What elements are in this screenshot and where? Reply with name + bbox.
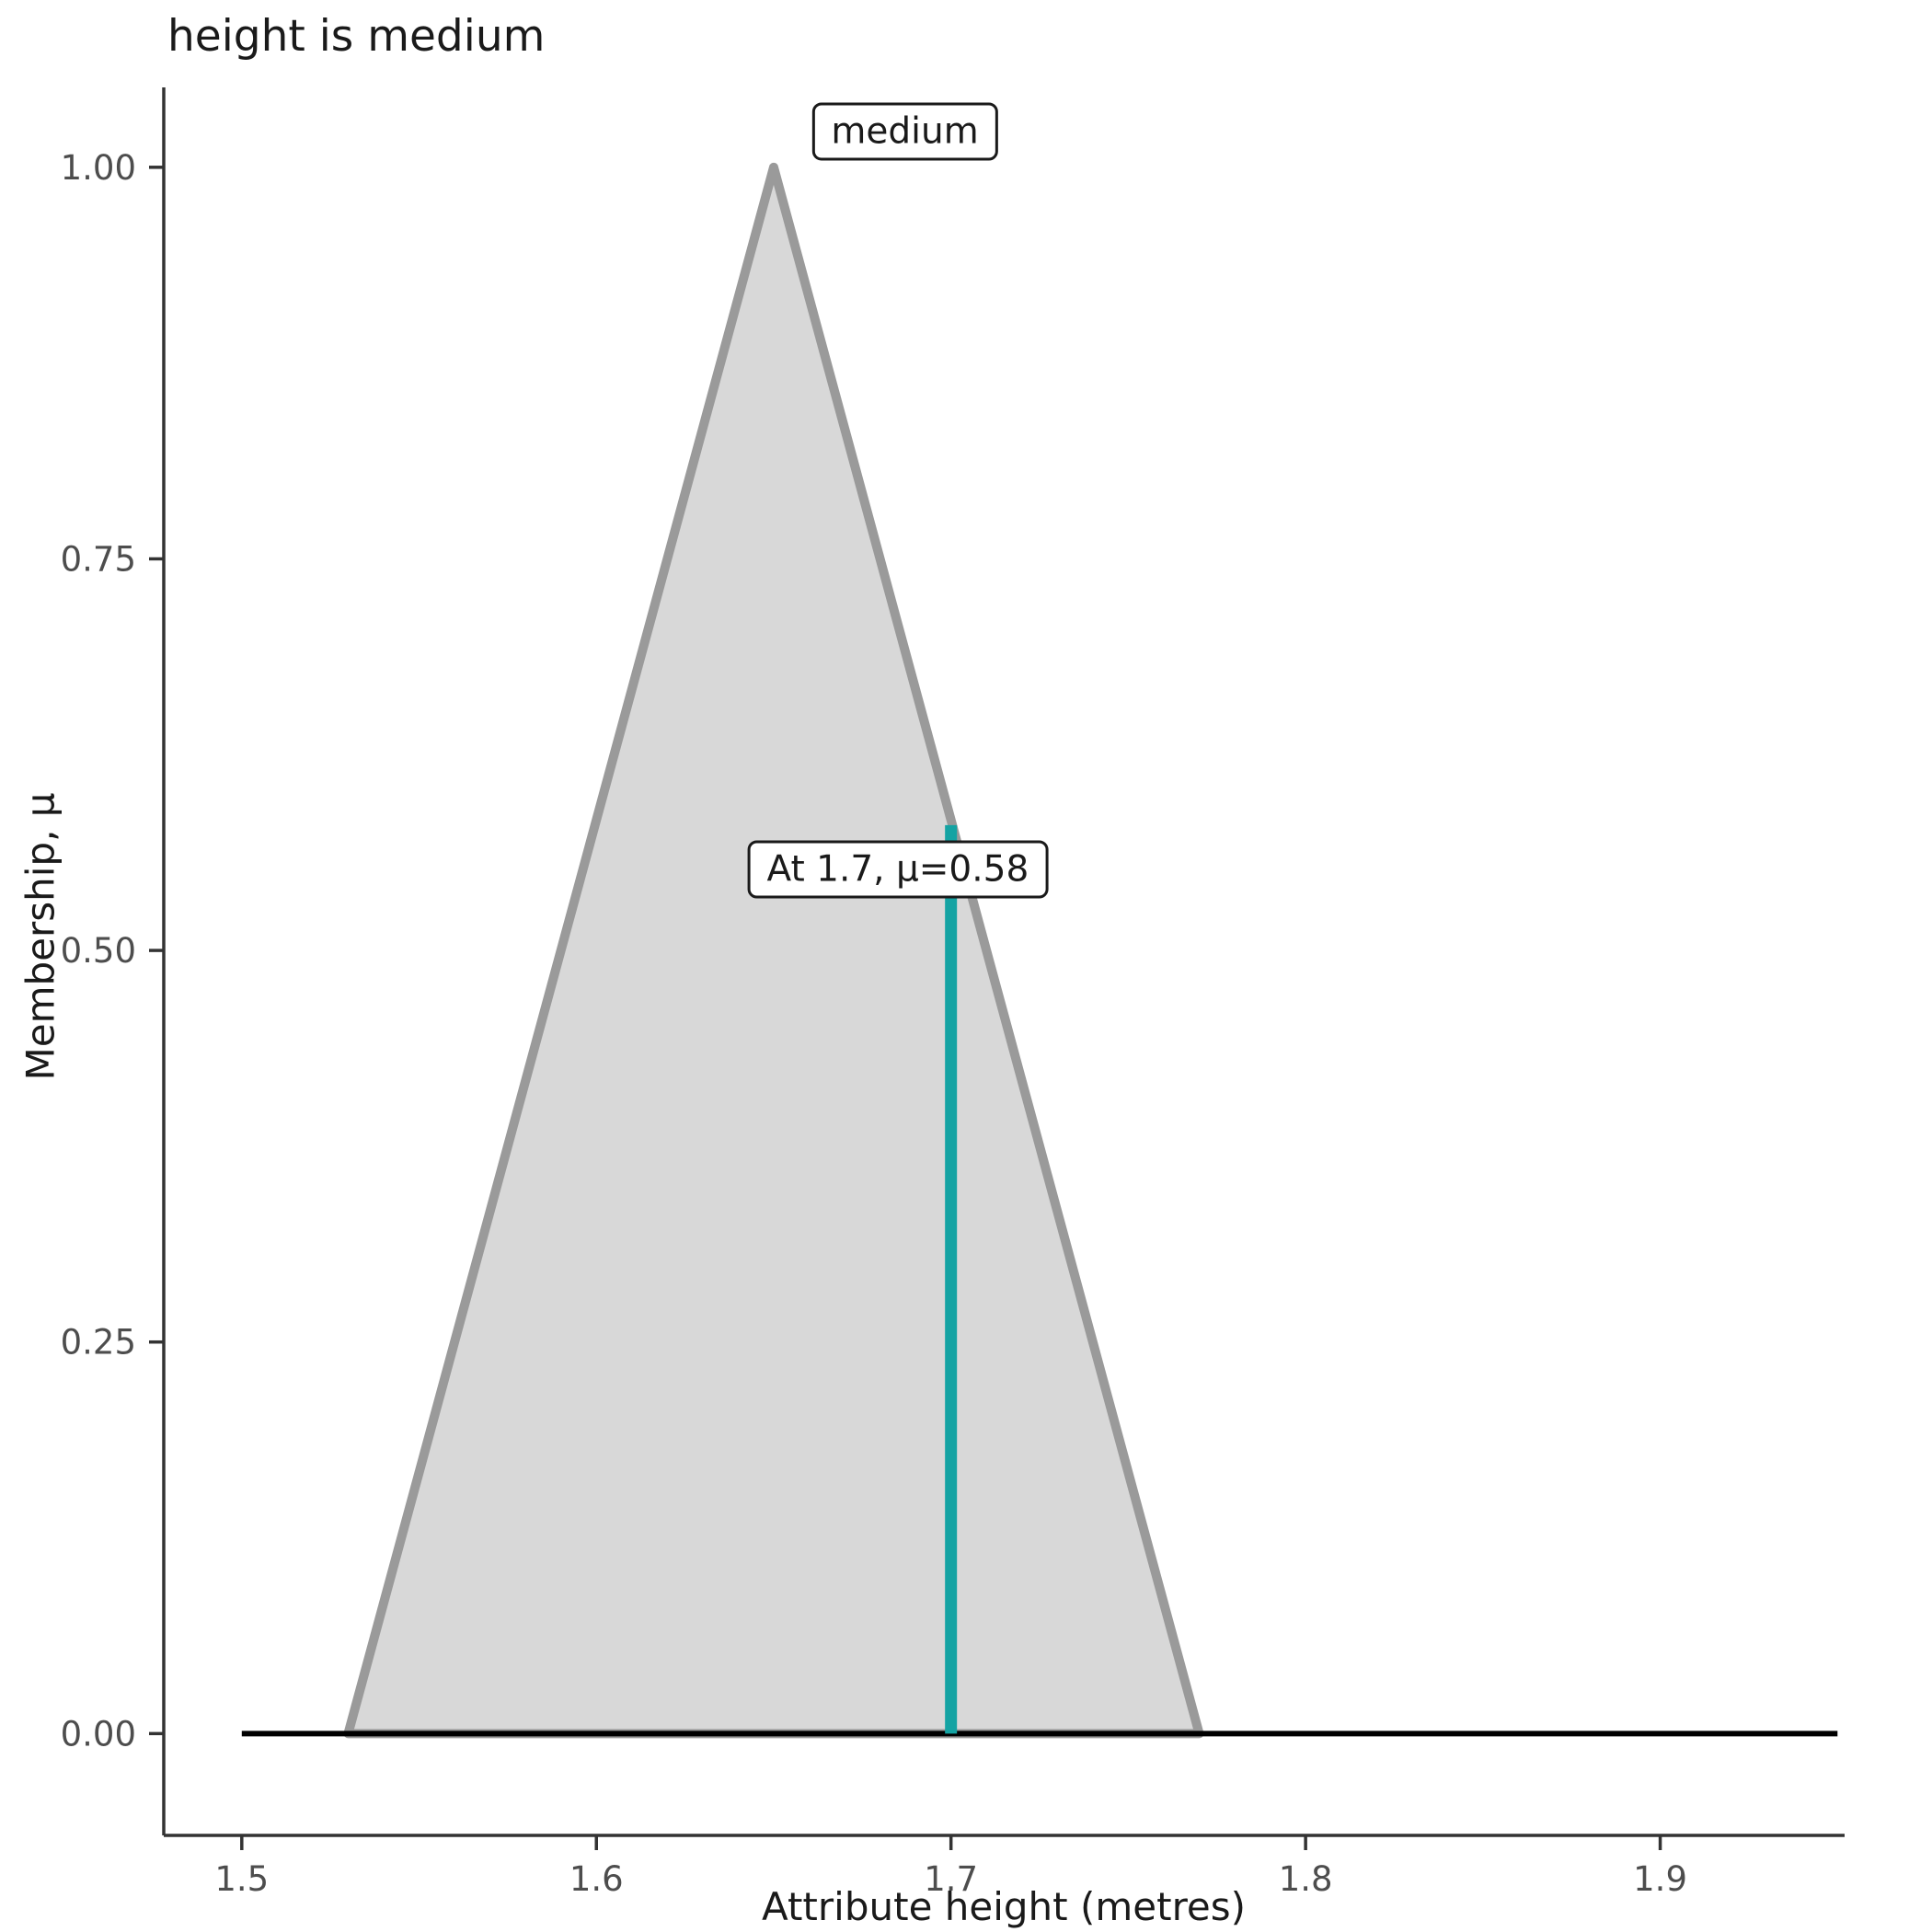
y-tick-label: 0.75 <box>61 539 136 579</box>
chart-title: height is medium <box>167 11 546 62</box>
y-tick-label: 0.50 <box>61 931 136 971</box>
set-label-medium: medium <box>811 102 998 161</box>
y-tick-label: 0.00 <box>61 1714 136 1754</box>
x-tick-label: 1.5 <box>214 1859 269 1899</box>
x-axis-title: Attribute height (metres) <box>761 1884 1247 1929</box>
y-axis-title: Membership, μ <box>17 792 63 1081</box>
marker-value-label: At 1.7, μ=0.58 <box>747 840 1049 899</box>
y-tick-label: 0.25 <box>61 1323 136 1363</box>
x-tick-label: 1.7 <box>924 1859 978 1899</box>
x-tick-label: 1.8 <box>1279 1859 1333 1899</box>
x-tick-label: 1.9 <box>1633 1859 1687 1899</box>
x-tick-label: 1.6 <box>569 1859 624 1899</box>
membership-triangle <box>343 162 1204 1739</box>
y-tick-label: 1.00 <box>61 148 136 188</box>
